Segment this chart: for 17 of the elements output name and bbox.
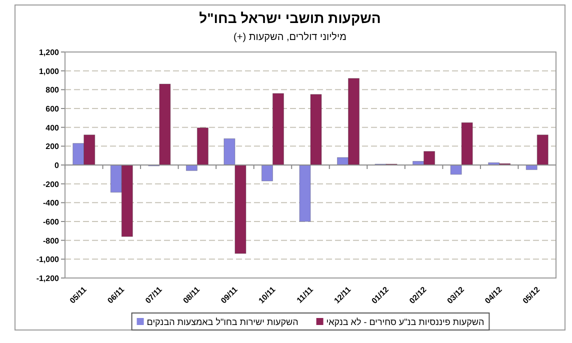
y-tick-label: 1,000 [38,66,60,76]
y-tick-label: -200 [42,180,60,189]
chart-title: השקעות תושבי ישראל בחו"ל [199,10,381,26]
y-tick-label: 0 [54,161,60,170]
y-tick-label: 800 [46,86,60,95]
chart-subtitle: מיליוני דולרים, השקעות (+) [234,31,347,43]
y-tick-label: 400 [46,123,60,132]
y-tick-label: 600 [46,104,60,114]
legend-label: השקעות פיננסיות בנ"ע סחירים - לא בנקאי [326,317,484,327]
y-tick-label: 1,200 [38,48,60,57]
legend-label: השקעות ישירות בחו"ל באמצעות הבנקים [146,317,298,327]
y-tick-label: -600 [42,218,60,226]
y-tick-label: -400 [42,198,60,208]
y-tick-label: -1,200 [36,274,60,283]
y-tick-label: 200 [46,142,60,152]
y-tick-label: -800 [42,236,60,246]
y-tick-label: -1,000 [36,255,60,264]
